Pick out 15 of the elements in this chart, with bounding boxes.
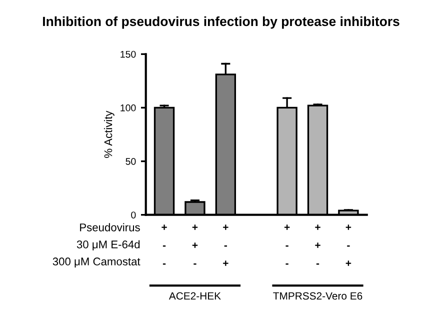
category-label: + + - — [315, 224, 320, 265]
category-label: + - - — [162, 224, 167, 265]
y-axis-title: % Activity — [104, 110, 114, 158]
y-tick-label: 150 — [120, 50, 136, 58]
y-tick-label: 50 — [126, 158, 136, 165]
text: ACE2-HEK — [168, 292, 221, 300]
text: TMPRSS2-Vero E6 — [273, 292, 362, 300]
y-tick-label: 0 — [131, 212, 136, 218]
category-label: + - + — [223, 224, 228, 266]
text: Pseudovirus 30 μM E-64d 300 μM Camostat — [52, 223, 140, 268]
category-label: + - + — [346, 224, 352, 266]
category-label: + - - — [284, 224, 290, 265]
chart-title: Inhibition of pseudovirus infection by protease inhibitors — [43, 16, 400, 29]
y-tick-label: 100 — [120, 104, 136, 112]
category-label: + + - — [192, 224, 198, 265]
